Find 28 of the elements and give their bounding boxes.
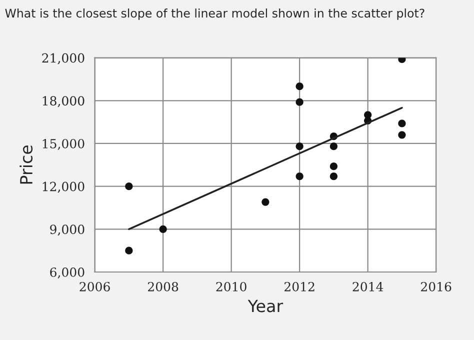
point — [125, 182, 133, 190]
point — [296, 98, 304, 106]
y-tick-label: 15,000 — [42, 138, 84, 150]
x-tick-label: 2006 — [80, 282, 110, 292]
x-axis-title: Year — [248, 300, 284, 312]
y-tick-label: 21,000 — [42, 53, 84, 64]
point — [296, 172, 304, 180]
y-tick-label: 9,000 — [50, 224, 84, 236]
point — [159, 225, 167, 233]
x-tick-label: 2012 — [284, 282, 314, 292]
point — [262, 198, 270, 206]
x-tick-label: 2016 — [421, 282, 452, 292]
point — [330, 162, 338, 170]
y-tick-label: 6,000 — [50, 267, 84, 278]
point — [398, 120, 406, 128]
y-tick-label: 18,000 — [42, 96, 84, 108]
y-axis-title: Price — [20, 145, 33, 184]
point — [330, 172, 338, 180]
point — [296, 142, 304, 150]
x-tick-label: 2008 — [148, 282, 178, 292]
x-tick-label: 2014 — [352, 282, 384, 292]
y-tick-label: 12,000 — [42, 182, 84, 193]
point — [330, 142, 338, 150]
x-tick-label: 2010 — [216, 282, 246, 292]
point — [125, 246, 133, 254]
point — [398, 131, 406, 139]
point — [296, 82, 304, 90]
chart-title: What is the closest slope of the linear model shown in the scatter plot? — [5, 8, 424, 20]
